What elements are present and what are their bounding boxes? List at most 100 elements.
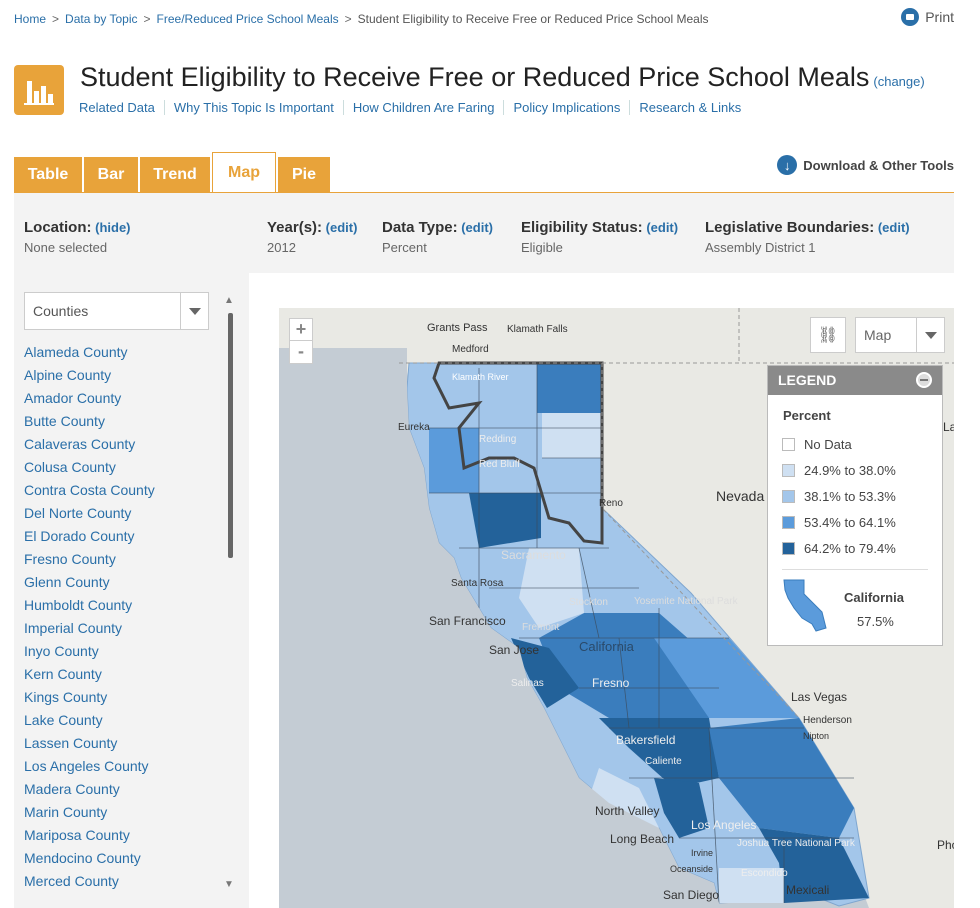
county-link[interactable]: Merced County <box>24 873 119 889</box>
print-label: Print <box>925 9 954 25</box>
legend-rows: No Data 24.9% to 38.0% 38.1% to 53.3% 53.4%… <box>768 431 942 561</box>
data-type-edit-link[interactable]: (edit) <box>461 220 493 235</box>
legend-state-value: 57.5% <box>857 614 894 629</box>
link-icon[interactable]: ⛓ <box>810 317 846 353</box>
map-place-label: Santa Rosa <box>451 578 504 589</box>
boundaries-filter: Legislative Boundaries: (edit) Assembly … <box>705 219 910 255</box>
zoom-in-button[interactable]: + <box>290 319 312 341</box>
tab-map[interactable]: Map <box>212 152 276 193</box>
county-link[interactable]: Lassen County <box>24 735 118 751</box>
legend-item: 24.9% to 38.0% <box>768 457 942 483</box>
county-link[interactable]: Butte County <box>24 413 105 429</box>
tab-table[interactable]: Table <box>14 157 82 192</box>
map-place-label: Stockton <box>569 597 608 608</box>
county-link[interactable]: Humboldt County <box>24 597 133 613</box>
county-link[interactable]: Lake County <box>24 712 103 728</box>
legend-title: LEGEND <box>778 372 837 388</box>
state-border <box>601 363 800 719</box>
tab-trend[interactable]: Trend <box>140 157 210 192</box>
county-link[interactable]: Inyo County <box>24 643 99 659</box>
county-link[interactable]: Madera County <box>24 781 120 797</box>
assembly-district-outline <box>432 361 604 545</box>
page-title: Student Eligibility to Receive Free or R… <box>80 62 925 93</box>
county-link[interactable]: Kern County <box>24 666 102 682</box>
map-place-label: Mexicali <box>786 883 830 897</box>
breadcrumb: Home > Data by Topic > Free/Reduced Price Sc… <box>14 12 709 26</box>
data-type-filter: Data Type: (edit) Percent <box>382 219 493 255</box>
map-panel[interactable]: Grants Pass Klamath Falls Medford Eureka Kla… <box>279 308 954 908</box>
county-link[interactable]: Los Angeles County <box>24 758 149 774</box>
county-link[interactable]: Glenn County <box>24 574 110 590</box>
location-type-select[interactable]: Counties <box>24 292 209 330</box>
county-link[interactable]: Mendocino County <box>24 850 141 866</box>
eligibility-label: Eligibility Status: <box>521 219 643 236</box>
map-place-label: Lake <box>943 420 954 434</box>
county-link[interactable]: Colusa County <box>24 459 116 475</box>
why-important-link[interactable]: Why This Topic Is Important <box>163 100 343 115</box>
location-sidebar: Counties Alameda County Alpine County Amad… <box>14 273 249 908</box>
map-place-label: California <box>579 639 634 654</box>
zoom-out-button[interactable]: - <box>298 341 304 361</box>
breadcrumb-home[interactable]: Home <box>14 12 47 26</box>
legend-swatch <box>782 463 795 477</box>
map-type-select[interactable]: Map <box>855 317 945 353</box>
years-filter: Year(s): (edit) 2012 <box>267 219 357 255</box>
related-data-link[interactable]: Related Data <box>79 100 155 115</box>
county-link[interactable]: Alameda County <box>24 344 128 360</box>
county-link[interactable]: Imperial County <box>24 620 123 636</box>
scroll-up-icon[interactable]: ▲ <box>224 295 234 306</box>
download-icon: ↓ <box>777 155 798 175</box>
location-filter: Location: (hide) None selected <box>24 219 131 255</box>
change-topic-link[interactable]: (change) <box>873 74 925 89</box>
map-place-label: Caliente <box>645 756 682 767</box>
breadcrumb-topic[interactable]: Free/Reduced Price School Meals <box>156 12 339 26</box>
county-link[interactable]: Contra Costa County <box>24 482 155 498</box>
collapse-legend-icon[interactable] <box>916 372 932 388</box>
county-link[interactable]: Mariposa County <box>24 827 130 843</box>
map-place-label: Los Angeles <box>691 818 757 832</box>
breadcrumb-data-by-topic[interactable]: Data by Topic <box>65 12 138 26</box>
chevron-down-icon <box>180 293 208 329</box>
tab-bar[interactable]: Bar <box>84 157 138 192</box>
map-place-label: Fremont <box>522 622 560 633</box>
years-label: Year(s): <box>267 219 323 236</box>
map-place-label: Reno <box>599 498 623 509</box>
data-type-value: Percent <box>382 240 427 255</box>
county-shape-dark <box>654 778 709 838</box>
tab-pie[interactable]: Pie <box>278 157 330 192</box>
map-place-label: Eureka <box>398 422 430 433</box>
county-shape-light <box>719 868 784 903</box>
filter-bar: Location: (hide) None selected Year(s): … <box>14 193 954 273</box>
years-value: 2012 <box>267 240 296 255</box>
county-shape-dark <box>537 363 602 413</box>
map-type-value: Map <box>864 327 892 343</box>
years-edit-link[interactable]: (edit) <box>325 220 358 235</box>
map-place-label: Medford <box>452 344 489 355</box>
county-link[interactable]: El Dorado County <box>24 528 135 544</box>
scroll-down-icon[interactable]: ▼ <box>224 879 234 890</box>
county-link[interactable]: Amador County <box>24 390 122 406</box>
policy-implications-link[interactable]: Policy Implications <box>503 100 629 115</box>
county-link[interactable]: Calaveras County <box>24 436 136 452</box>
map-place-label: Salinas <box>511 678 544 689</box>
boundaries-edit-link[interactable]: (edit) <box>877 220 910 235</box>
boundaries-label: Legislative Boundaries: <box>705 219 875 236</box>
location-hide-link[interactable]: (hide) <box>95 220 131 235</box>
scrollbar-thumb[interactable] <box>228 313 233 558</box>
research-links-link[interactable]: Research & Links <box>629 100 750 115</box>
map-place-label: Red Bluff <box>479 459 520 470</box>
download-tools-button[interactable]: ↓ Download & Other Tools <box>777 155 954 175</box>
legend-swatch <box>782 541 795 555</box>
county-link[interactable]: Alpine County <box>24 367 112 383</box>
county-link[interactable]: Kings County <box>24 689 108 705</box>
county-link[interactable]: Del Norte County <box>24 505 132 521</box>
how-children-faring-link[interactable]: How Children Are Faring <box>342 100 504 115</box>
county-link[interactable]: Fresno County <box>24 551 116 567</box>
map-place-label: San Francisco <box>429 614 506 628</box>
california-shape-icon <box>783 579 827 632</box>
print-button[interactable]: Print <box>901 8 954 26</box>
eligibility-edit-link[interactable]: (edit) <box>646 220 679 235</box>
legend-item-label: No Data <box>804 436 852 452</box>
breadcrumb-separator: > <box>344 12 352 26</box>
county-link[interactable]: Marin County <box>24 804 108 820</box>
